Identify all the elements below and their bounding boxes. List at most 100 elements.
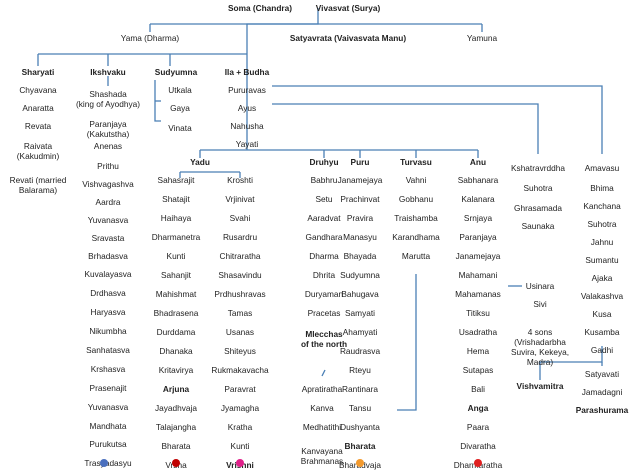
yama-node: Yama (Dharma): [120, 33, 180, 43]
sudyumna-node: Sudyumna: [154, 67, 198, 77]
druhyu-line-member: Aaradvat: [307, 213, 341, 223]
ikshvaku-line-member: Sanhatasva: [86, 345, 130, 355]
ikshvaku-line-member: Brhadasva: [88, 251, 128, 261]
yadu-haihaya-member: Sahasrajit: [157, 175, 195, 185]
usinara-line-member: Sivi: [533, 299, 547, 309]
ikshvaku-line-member: Drdhasva: [90, 288, 126, 298]
puru-line-member: Pravira: [346, 213, 374, 223]
haihaya-lineage-dot: [172, 459, 180, 467]
sharyati-line-member: Raivata (Kakudmin): [16, 141, 60, 161]
ikshvaku-line-member: Anenas: [93, 141, 123, 151]
anu-lineage-dot: [474, 459, 482, 467]
amavasu-line-member: Kusamba: [584, 327, 620, 337]
yadu-haihaya-member: Dhanaka: [159, 346, 193, 356]
ikshvaku-line-member: Nikumbha: [89, 326, 127, 336]
anu-line-member: Paara: [466, 422, 490, 432]
connector-line: [272, 103, 539, 154]
sharyati-line-member: Anaratta: [22, 103, 54, 113]
yadu-haihaya-member: Bharata: [161, 441, 191, 451]
ikshvaku-line-member: Kuvalayasva: [84, 269, 132, 279]
druhyu-line-member: Gandhara: [305, 232, 343, 242]
vishvamitra-node: Vishvamitra: [516, 381, 564, 391]
turvasu-node: Turvasu: [400, 157, 432, 167]
anu-line-member: Paranjaya: [459, 232, 497, 242]
yadu-haihaya-member: Shatajit: [162, 194, 190, 204]
yamuna-node: Yamuna: [466, 33, 498, 43]
anu-node: Anu: [469, 157, 487, 167]
connector-line: [397, 274, 417, 411]
puru-line-member: Prachinvat: [340, 194, 380, 204]
sharyati-line-member: Chyavana: [19, 85, 57, 95]
amavasu-line-member: Kanchana: [583, 201, 621, 211]
connector-line: [272, 85, 603, 154]
yadu-kroshti-member: Rusardru: [222, 232, 258, 242]
yadu-haihaya-member: Sahanjit: [161, 270, 191, 280]
vrishni-lineage-dot: [236, 459, 244, 467]
ikshvaku-line-member: Aardra: [95, 197, 121, 207]
yadu-kroshti-member: Svahi: [229, 213, 251, 223]
ikshvaku-lineage-dot: [100, 459, 108, 467]
amavasu-line-member: Amavasu: [584, 163, 620, 173]
druhyu-line-member: Pracetas: [307, 308, 341, 318]
druhyu-line-member: Babhru: [310, 175, 338, 185]
puru-branch-member: Kanvayana Brahmanas: [300, 446, 344, 466]
puru-line-member: Rantinara: [342, 384, 378, 394]
puru-line-member: Bahugava: [341, 289, 379, 299]
ikshvaku-line-member: Mandhata: [89, 421, 127, 431]
anu-line-member: Usadratha: [458, 327, 498, 337]
yadu-haihaya-member: Dharmanetra: [151, 232, 201, 242]
druhyu-line-member: Dharma: [309, 251, 339, 261]
puru-line-member: Raudrasva: [339, 346, 381, 356]
druhyu-line-member: Dhrita: [312, 270, 336, 280]
sudyumna-line-member: Gaya: [170, 103, 190, 113]
anu-line-member: Anga: [467, 403, 489, 413]
kshatra-line-member: Kshatravrddha: [511, 163, 565, 173]
amavasu-line-member: Valakashva: [580, 291, 624, 301]
amavasu-line-member: Sumantu: [585, 255, 619, 265]
puru-branch-member: Apratiratha: [301, 384, 343, 394]
sudyumna-line-member: Vinata: [168, 123, 192, 133]
anu-line-member: Bali: [471, 384, 485, 394]
puru-line-member: Rteyu: [349, 365, 371, 375]
ikshvaku-line-member: Shashada (king of Ayodhya): [76, 89, 140, 109]
ikshvaku-line-member: Prasenajit: [89, 383, 127, 393]
puru-line-member: Janamejaya: [337, 175, 383, 185]
amavasu-line-member: Kusa: [592, 309, 612, 319]
ila-budha-node: Ila + Budha: [224, 67, 270, 77]
ikshvaku-line-member: Krshasva: [90, 364, 126, 374]
yadu-kroshti-member: Rukmakavacha: [211, 365, 269, 375]
ikshvaku-line-member: Paranjaya (Kakutstha): [86, 119, 130, 139]
yadu-haihaya-member: Arjuna: [162, 384, 190, 394]
bhrigu-line-member: Satyavati: [584, 369, 620, 379]
druhyu-node: Druhyu: [309, 157, 339, 167]
ikshvaku-line-member: Yuvanasva: [87, 215, 129, 225]
yadu-haihaya-member: Haihaya: [160, 213, 192, 223]
anu-line-member: Mahamanas: [455, 289, 501, 299]
yadu-kroshti-member: Shiteyus: [224, 346, 256, 356]
yadu-haihaya-member: Mahishmat: [155, 289, 197, 299]
anu-line-member: Sabhanara: [457, 175, 499, 185]
connector-line: [321, 369, 326, 377]
sharyati-node: Sharyati: [21, 67, 55, 77]
bhrigu-line-member: Jamadagni: [581, 387, 623, 397]
connector-line: [246, 8, 319, 54]
yadu-kroshti-member: Kratha: [227, 422, 253, 432]
anu-line-member: Kalanara: [461, 194, 495, 204]
main-line-member: Pururavas: [228, 85, 266, 95]
yadu-kroshti-member: Kroshti: [227, 175, 253, 185]
connector-line: [539, 346, 603, 380]
yadu-haihaya-member: Kunti: [166, 251, 186, 261]
anu-line-member: Srnjaya: [463, 213, 493, 223]
yadu-kroshti-member: Usanas: [225, 327, 255, 337]
puru-line-member: Tansu: [348, 403, 372, 413]
main-line-member: Yayati: [235, 139, 259, 149]
yadu-kroshti-member: Tamas: [227, 308, 253, 318]
turvasu-line-member: Gobhanu: [398, 194, 434, 204]
usinara-line-member: 4 sons (Vrishadarbha Suvira, Kekeya, Mad…: [510, 327, 570, 367]
yadu-kroshti-member: Jyamagha: [220, 403, 260, 413]
turvasu-line-member: Marutta: [401, 251, 431, 261]
puru-line-member: Samyati: [345, 308, 375, 318]
turvasu-line-member: Karandhama: [392, 232, 440, 242]
turvasu-line-member: Vahni: [405, 175, 427, 185]
